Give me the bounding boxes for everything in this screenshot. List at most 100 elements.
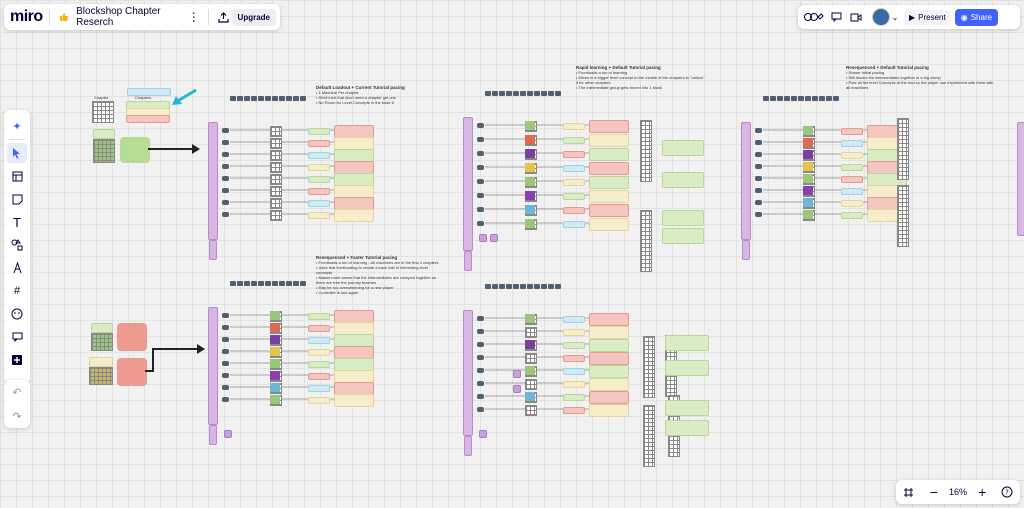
row-chip [755,152,762,157]
row-grid [525,327,537,338]
text-icon[interactable]: T [13,214,21,230]
sticky-note-icon[interactable] [7,189,27,209]
present-button[interactable]: ▶ Present [904,9,951,25]
emoji-icon[interactable] [7,304,27,324]
row-chip [803,150,813,159]
redo-icon[interactable]: ↷ [12,410,22,423]
legend-label-chapters: Chapters [135,95,152,100]
row-chip [222,152,229,157]
row-chip [477,407,484,412]
zoom-out-icon[interactable]: − [929,484,938,500]
lane [464,251,472,271]
summary-card [665,420,709,436]
row-chip [525,163,535,172]
comment-icon[interactable] [826,7,846,27]
avatar[interactable] [872,8,890,26]
lane [208,122,218,240]
video-icon[interactable] [846,7,866,27]
row-grid [270,210,282,221]
mid-card [308,176,330,183]
export-icon[interactable] [215,7,232,27]
fit-screen-icon[interactable] [899,482,919,502]
undo-redo-bar: ↶ ↷ [4,380,30,428]
mid-card [563,221,585,228]
mid-card [563,381,585,388]
row-chip [525,191,535,200]
mid-card [563,342,585,349]
row-grid [525,405,537,416]
row-chip [222,337,229,342]
reactions-icon[interactable] [802,7,826,27]
upgrade-button[interactable]: Upgrade [231,8,276,26]
miro-logo[interactable]: miro [10,8,43,25]
cursor-icon[interactable] [7,143,27,163]
templates-icon[interactable] [7,166,27,186]
legend-grid [92,101,114,123]
cluster-grid [91,333,113,351]
mid-card [563,368,585,375]
summary-card [665,335,709,351]
divider [9,139,25,140]
mid-card [308,212,330,219]
chevron-down-icon[interactable]: ⌄ [891,12,899,22]
thumbs-up-icon[interactable] [56,7,73,27]
legend-label-chapter: Chapter [94,95,109,100]
board-title[interactable]: Blockshop Chapter Reserch [76,6,161,28]
teal-arrow [172,88,197,105]
zoom-bar: − 16% + ? [896,480,1020,504]
row-grid [270,150,282,161]
row-chip [755,128,762,133]
add-icon[interactable] [7,350,27,370]
lane [1017,122,1024,236]
share-button[interactable]: ◉ Share [954,8,999,26]
detail-card [589,391,629,404]
zoom-in-icon[interactable]: + [978,484,987,500]
purple-square [479,234,487,242]
mid-card [308,164,330,171]
row-chip [477,368,484,373]
summary-grid [897,118,909,180]
row-chip [477,123,484,128]
cluster-header [89,357,113,367]
row-chip [222,325,229,330]
row-chip [222,176,229,181]
mid-card [563,123,585,130]
cluster-header [93,129,115,139]
sparkle-icon[interactable]: ✦ [12,120,22,133]
arrow [145,344,205,372]
shapes-icon[interactable] [7,235,27,255]
purple-square [513,370,521,378]
comment-tool-icon[interactable] [7,327,27,347]
zoom-level[interactable]: 16% [948,487,967,497]
summary-grid [640,210,652,272]
row-chip [270,359,280,368]
row-chip [525,340,535,349]
mid-card [308,128,330,135]
row-grid [525,379,537,390]
mid-card [308,152,330,159]
row-chip [477,165,484,170]
pen-icon[interactable] [7,258,27,278]
mid-card [841,212,863,219]
more-vertical-icon[interactable]: ⋮ [187,10,200,24]
legend-row [126,115,170,123]
row-chip [525,177,535,186]
mid-card [308,313,330,320]
row-chip [477,329,484,334]
row-chip [270,335,280,344]
summary-grid [643,336,655,398]
row-chip [755,200,762,205]
row-chip [270,395,280,404]
help-icon[interactable]: ? [997,482,1017,502]
play-icon: ▶ [909,12,916,22]
frame-icon[interactable]: # [13,285,21,297]
mid-card [308,397,330,404]
mid-card [308,385,330,392]
row-chip [222,385,229,390]
mid-card [308,373,330,380]
note-3: Resequenced + Default Tutorial pacing • … [846,65,994,90]
summary-grid [643,405,655,467]
undo-icon[interactable]: ↶ [12,386,22,399]
lane [209,425,217,445]
